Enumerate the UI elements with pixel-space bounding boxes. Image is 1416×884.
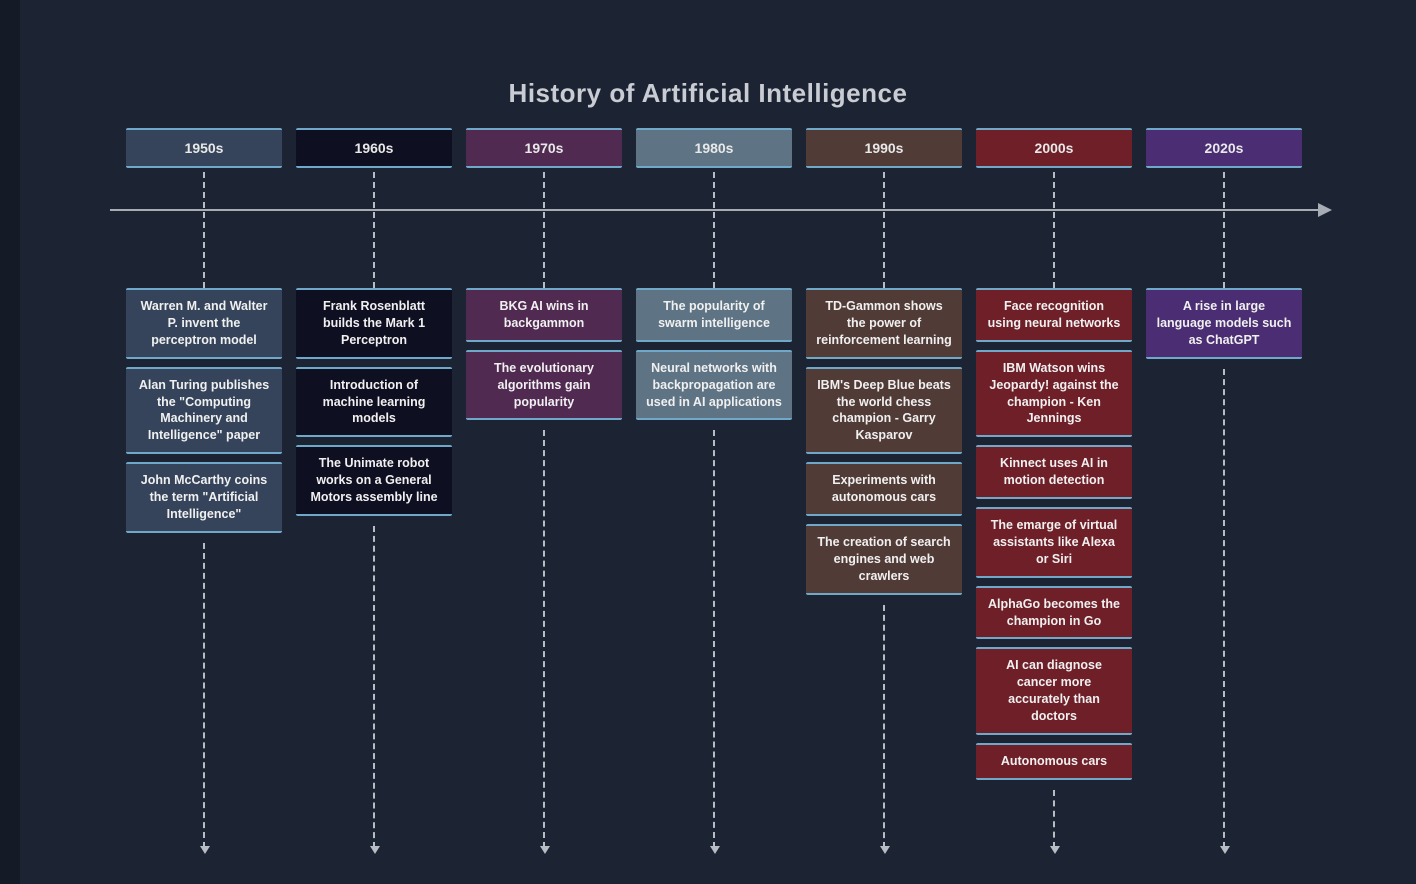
event-card: AlphaGo becomes the champion in Go: [976, 586, 1132, 640]
connector-line-top: [1053, 172, 1055, 288]
event-card: Kinnect uses AI in motion detection: [976, 445, 1132, 499]
arrow-down-icon: [1050, 846, 1060, 854]
arrow-down-icon: [1220, 846, 1230, 854]
event-card: Face recognition using neural networks: [976, 288, 1132, 342]
events-list: Face recognition using neural networks IB…: [976, 288, 1132, 788]
decade-header: 2000s: [976, 128, 1132, 168]
event-card: Introduction of machine learning models: [296, 367, 452, 438]
timeline-column: 1980sThe popularity of swarm intelligenc…: [636, 128, 792, 168]
event-card: BKG AI wins in backgammon: [466, 288, 622, 342]
decade-header: 1970s: [466, 128, 622, 168]
connector-line-bottom: [373, 526, 375, 848]
timeline-axis: [110, 209, 1330, 211]
event-card: The creation of search engines and web c…: [806, 524, 962, 595]
decade-header: 1950s: [126, 128, 282, 168]
connector-line-top: [883, 172, 885, 288]
diagram-title: History of Artificial Intelligence: [0, 78, 1416, 109]
event-card: IBM's Deep Blue beats the world chess ch…: [806, 367, 962, 455]
event-card: The evolutionary algorithms gain popular…: [466, 350, 622, 421]
event-card: IBM Watson wins Jeopardy! against the ch…: [976, 350, 1132, 438]
event-card: Neural networks with backpropagation are…: [636, 350, 792, 421]
event-card: AI can diagnose cancer more accurately t…: [976, 647, 1132, 735]
events-list: The popularity of swarm intelligence Neur…: [636, 288, 792, 428]
event-card: Warren M. and Walter P. invent the perce…: [126, 288, 282, 359]
timeline-column: 2000sFace recognition using neural netwo…: [976, 128, 1132, 168]
events-list: BKG AI wins in backgammon The evolutionar…: [466, 288, 622, 428]
event-card: The emarge of virtual assistants like Al…: [976, 507, 1132, 578]
left-gutter: [0, 0, 20, 884]
connector-line-top: [373, 172, 375, 288]
connector-line-bottom: [1223, 369, 1225, 848]
arrow-down-icon: [200, 846, 210, 854]
connector-line-bottom: [713, 430, 715, 848]
connector-line-top: [713, 172, 715, 288]
event-card: TD-Gammon shows the power of reinforceme…: [806, 288, 962, 359]
arrow-down-icon: [880, 846, 890, 854]
decade-header: 1980s: [636, 128, 792, 168]
connector-line-bottom: [543, 430, 545, 848]
decade-header: 1990s: [806, 128, 962, 168]
event-card: Experiments with autonomous cars: [806, 462, 962, 516]
connector-line-bottom: [883, 605, 885, 849]
event-card: A rise in large language models such as …: [1146, 288, 1302, 359]
timeline-column: 1990sTD-Gammon shows the power of reinfo…: [806, 128, 962, 168]
timeline-column: 1970sBKG AI wins in backgammonThe evolut…: [466, 128, 622, 168]
events-list: Warren M. and Walter P. invent the perce…: [126, 288, 282, 541]
event-card: John McCarthy coins the term "Artificial…: [126, 462, 282, 533]
decade-header: 1960s: [296, 128, 452, 168]
event-card: Frank Rosenblatt builds the Mark 1 Perce…: [296, 288, 452, 359]
connector-line-bottom: [1053, 790, 1055, 848]
event-card: The popularity of swarm intelligence: [636, 288, 792, 342]
connector-line-bottom: [203, 543, 205, 848]
timeline-column: 2020sA rise in large language models suc…: [1146, 128, 1302, 168]
events-list: Frank Rosenblatt builds the Mark 1 Perce…: [296, 288, 452, 524]
events-list: A rise in large language models such as …: [1146, 288, 1302, 367]
event-card: Alan Turing publishes the "Computing Mac…: [126, 367, 282, 455]
connector-line-top: [543, 172, 545, 288]
arrow-down-icon: [370, 846, 380, 854]
arrow-down-icon: [540, 846, 550, 854]
events-list: TD-Gammon shows the power of reinforceme…: [806, 288, 962, 603]
event-card: The Unimate robot works on a General Mot…: [296, 445, 452, 516]
connector-line-top: [1223, 172, 1225, 288]
decade-header: 2020s: [1146, 128, 1302, 168]
timeline-column: 1950sWarren M. and Walter P. invent the …: [126, 128, 282, 168]
event-card: Autonomous cars: [976, 743, 1132, 780]
connector-line-top: [203, 172, 205, 288]
timeline-column: 1960sFrank Rosenblatt builds the Mark 1 …: [296, 128, 452, 168]
arrow-down-icon: [710, 846, 720, 854]
